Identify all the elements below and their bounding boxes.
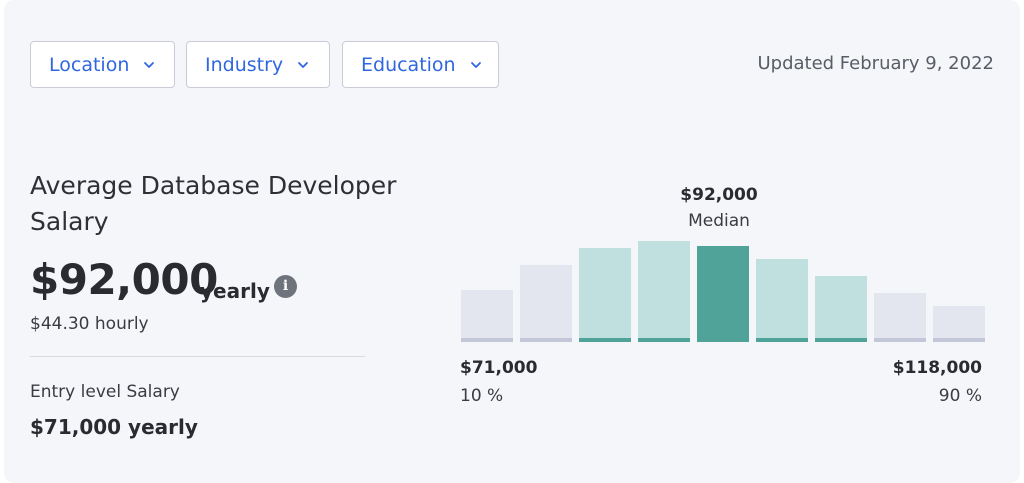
histogram-bar-base [638,338,690,342]
low-range-value: $71,000 [460,358,538,378]
hourly-salary: $44.30 hourly [30,314,149,334]
page-title: Average Database Developer Salary [30,171,397,236]
histogram-bar [579,248,631,342]
industry-filter-label: Industry [205,53,284,76]
education-filter-button[interactable]: Education [342,41,499,88]
high-range-percentile: 90 % [938,386,982,406]
histogram-bar-base [756,338,808,342]
average-salary-amount: $92,000 [30,255,218,304]
histogram-bar [638,241,690,342]
median-value: $92,000 [680,185,758,205]
median-label: Median [688,211,750,231]
histogram-bar-base [874,338,926,342]
histogram-bar-base [697,338,749,342]
chevron-down-icon [143,59,155,71]
histogram-bar [461,290,513,342]
histogram-bar-base [579,338,631,342]
entry-level-label: Entry level Salary [30,382,180,402]
low-range-percentile: 10 % [460,386,504,406]
histogram-bar-base [461,338,513,342]
histogram-bar [874,293,926,342]
salary-histogram [461,241,985,342]
entry-level-value: $71,000 yearly [30,415,198,439]
histogram-bar [933,306,985,342]
high-range-value: $118,000 [892,358,982,378]
histogram-bar-median [697,246,749,342]
salary-period-label: yearly [200,279,270,303]
chevron-down-icon [297,59,309,71]
salary-card: Location Industry Education Updated Febr… [4,0,1020,483]
divider [30,356,365,357]
location-filter-label: Location [49,53,130,76]
chevron-down-icon [470,59,482,71]
info-icon[interactable]: i [274,275,297,298]
industry-filter-button[interactable]: Industry [186,41,330,88]
location-filter-button[interactable]: Location [30,41,175,88]
education-filter-label: Education [361,53,456,76]
histogram-bar-base [520,338,572,342]
histogram-bar-base [933,338,985,342]
histogram-bar-base [815,338,867,342]
histogram-bar [756,259,808,342]
histogram-bar [520,265,572,342]
updated-date: Updated February 9, 2022 [757,53,994,74]
histogram-bar [815,276,867,342]
